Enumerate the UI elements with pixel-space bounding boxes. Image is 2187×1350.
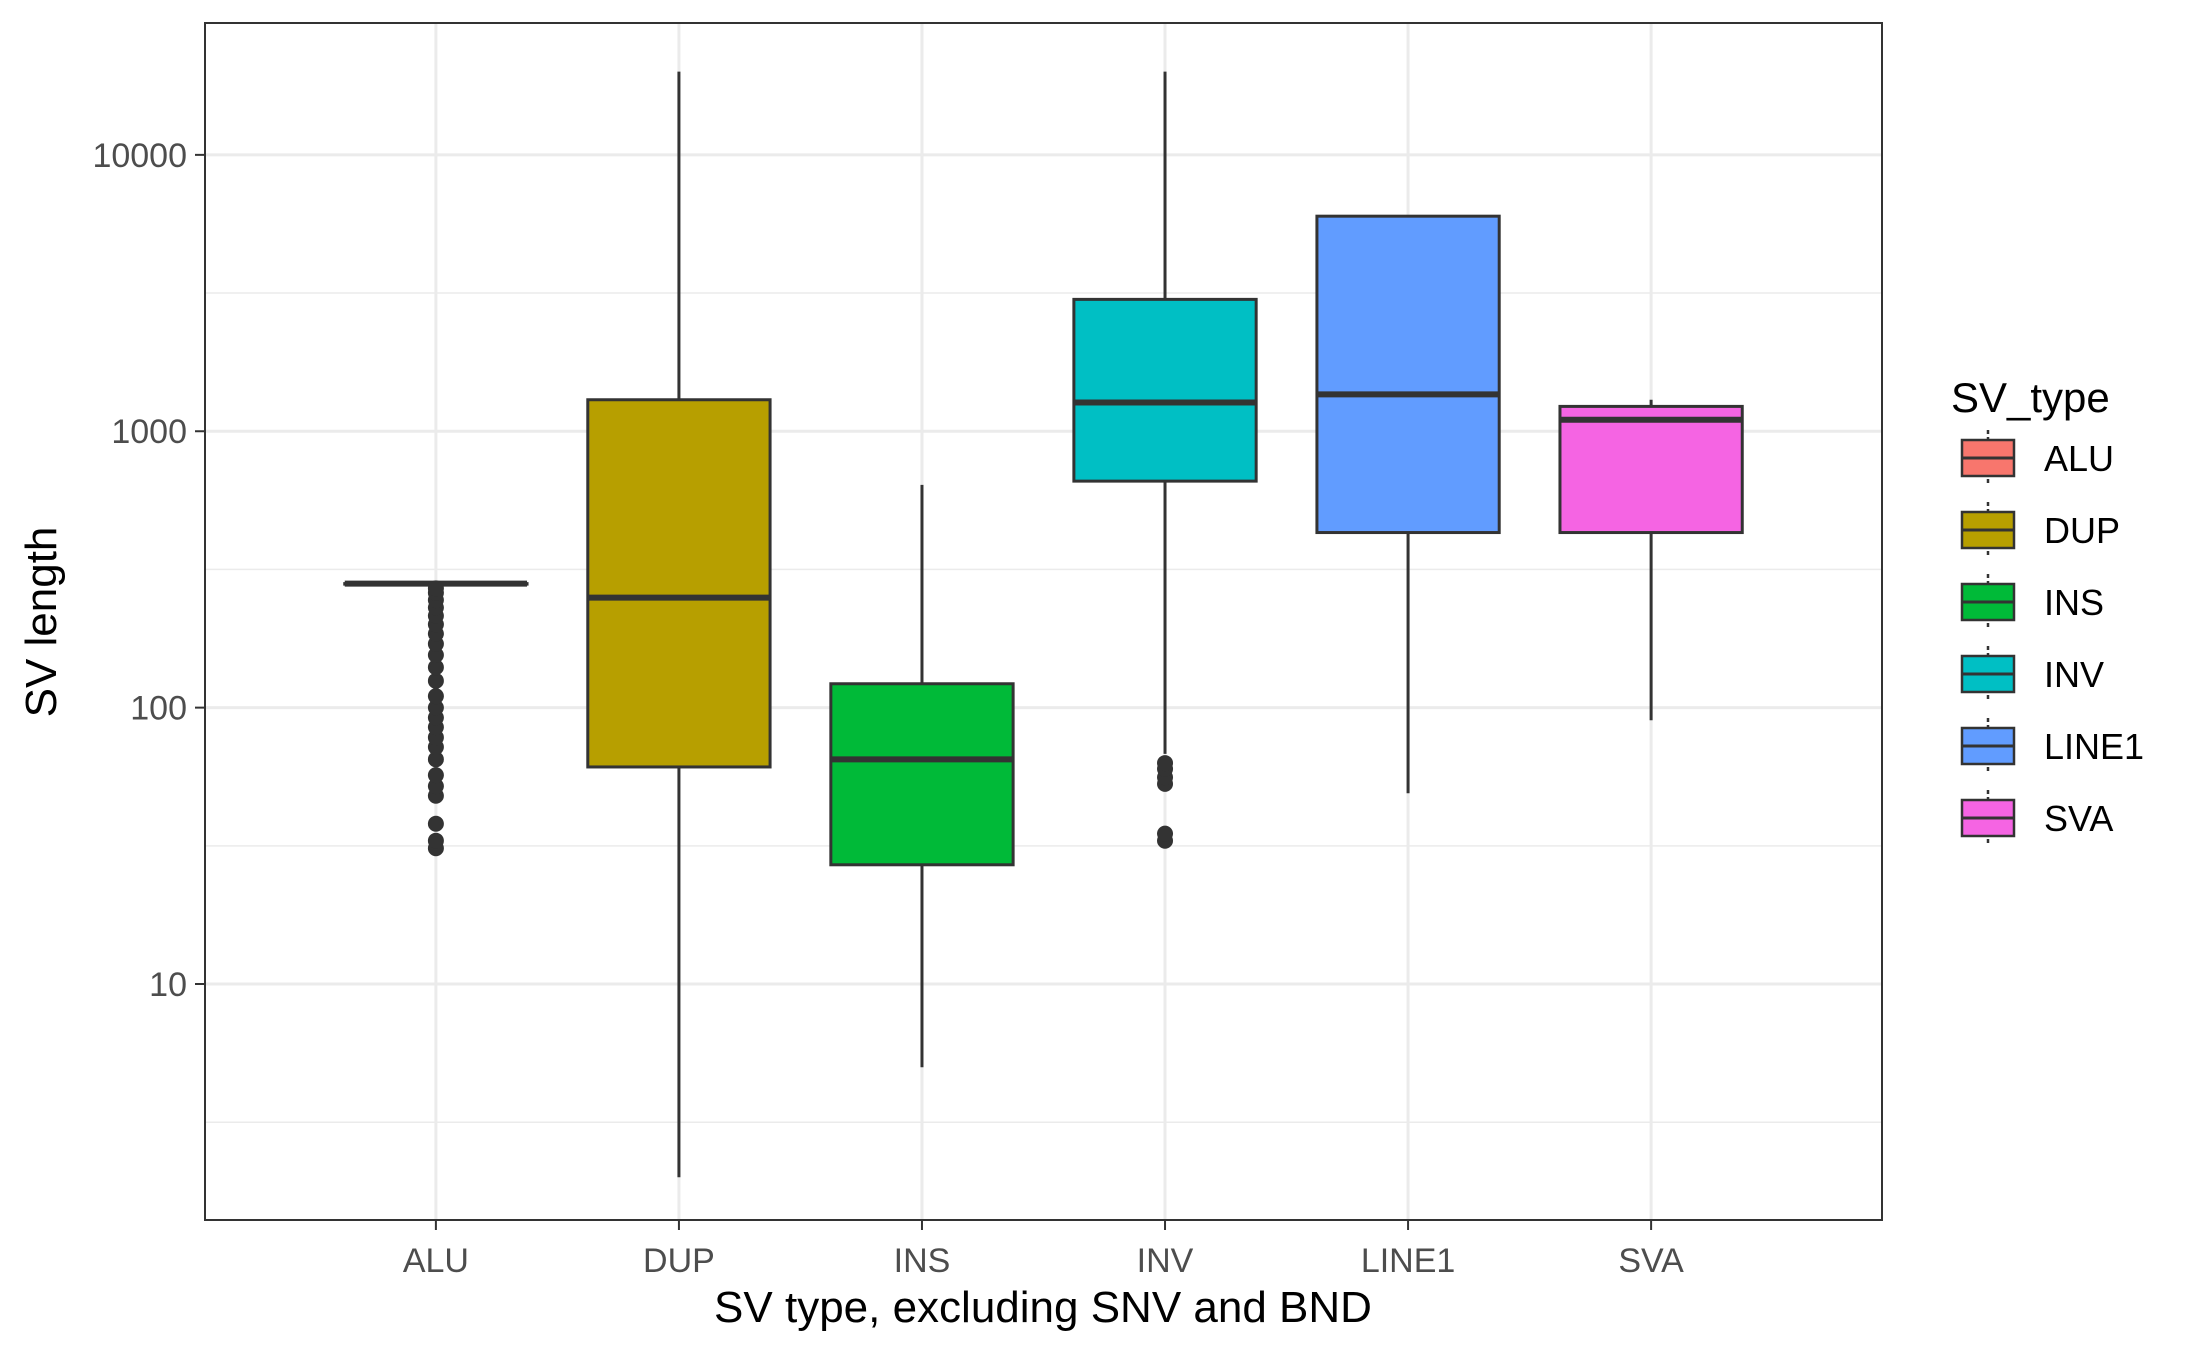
outlier-point (1157, 825, 1174, 842)
legend-label: SVA (2044, 798, 2113, 839)
box-iqr (586, 398, 772, 769)
outlier-point (427, 699, 444, 716)
box-iqr (1315, 214, 1501, 535)
x-tick-label: INS (894, 1242, 951, 1280)
y-axis: 10 100 1000 10000 (92, 137, 205, 1004)
legend-label: DUP (2044, 510, 2120, 551)
box-dup (586, 71, 772, 1178)
outlier-point (427, 767, 444, 784)
box-inv (1072, 71, 1258, 849)
box-alu (343, 580, 529, 857)
outlier-point (427, 688, 444, 705)
x-tick-label: INV (1137, 1242, 1194, 1280)
outlier-point (427, 672, 444, 689)
y-tick-label: 1000 (111, 413, 187, 451)
legend-entry-inv: INV (1960, 646, 2104, 702)
y-tick-label: 10 (149, 966, 187, 1004)
outlier-point (427, 815, 444, 832)
box-ins (829, 484, 1015, 1068)
legend-label: LINE1 (2044, 726, 2144, 767)
box-iqr (829, 682, 1015, 867)
legend-label: ALU (2044, 438, 2114, 479)
y-axis-title: SV length (17, 527, 66, 718)
y-tick-label: 100 (130, 690, 187, 728)
boxes-layer (343, 71, 1744, 1178)
outlier-point (427, 751, 444, 768)
outlier-point (427, 778, 444, 795)
x-axis: ALU DUP INS INV LINE1 SVA (403, 1220, 1684, 1280)
legend-title: SV_type (1951, 374, 2110, 421)
box-sva (1558, 399, 1744, 721)
x-tick-label: SVA (1618, 1242, 1684, 1280)
legend-entry-alu: ALU (1960, 430, 2114, 486)
outlier-point (427, 832, 444, 849)
x-tick-label: ALU (403, 1242, 469, 1280)
box-iqr (1558, 404, 1744, 535)
x-tick-label: LINE1 (1361, 1242, 1456, 1280)
legend-entry-ins: INS (1960, 574, 2104, 630)
x-tick-label: DUP (643, 1242, 715, 1280)
box-line1 (1315, 214, 1501, 794)
y-tick-label: 10000 (92, 137, 187, 175)
plot-panel-border (204, 22, 1883, 1221)
outlier-point (427, 580, 444, 597)
outlier-point (1157, 755, 1174, 772)
outlier-point (427, 647, 444, 664)
outlier-point (427, 659, 444, 676)
legend-label: INV (2044, 654, 2104, 695)
legend: SV_type ALU DUP INS INV LINE1 SVA (1951, 374, 2144, 846)
box-iqr (1072, 297, 1258, 483)
x-axis-title: SV type, excluding SNV and BND (714, 1283, 1372, 1332)
legend-entry-line1: LINE1 (1960, 718, 2144, 774)
legend-entry-sva: SVA (1960, 790, 2113, 846)
legend-entry-dup: DUP (1960, 502, 2120, 558)
legend-label: INS (2044, 582, 2104, 623)
